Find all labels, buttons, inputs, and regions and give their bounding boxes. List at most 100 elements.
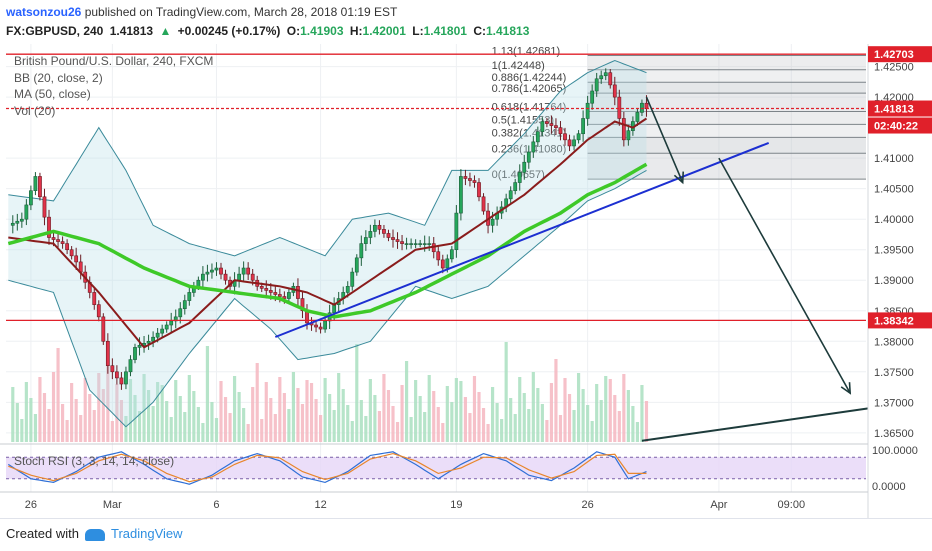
candle-body[interactable] [96, 304, 101, 318]
candle-body[interactable] [522, 161, 527, 173]
candle-body[interactable] [463, 176, 468, 179]
candle-body[interactable] [47, 216, 51, 238]
candle-body[interactable] [24, 204, 29, 220]
candle-body[interactable] [287, 292, 291, 299]
candle-body[interactable] [214, 267, 219, 271]
candle-body[interactable] [391, 237, 395, 240]
candle-body[interactable] [386, 233, 391, 238]
candle-body[interactable] [449, 249, 454, 260]
candle-body[interactable] [590, 90, 595, 104]
projection-arrow[interactable] [645, 96, 684, 183]
candle-body[interactable] [409, 243, 413, 245]
candle-body[interactable] [440, 259, 445, 269]
candle-body[interactable] [540, 121, 545, 132]
candle-body[interactable] [345, 286, 350, 293]
candle-body[interactable] [535, 131, 540, 143]
candle-body[interactable] [201, 273, 205, 281]
candle-body[interactable] [490, 218, 495, 226]
candle-body[interactable] [155, 332, 160, 338]
candle-body[interactable] [133, 347, 137, 360]
candle-body[interactable] [241, 267, 246, 275]
tradingview-logo[interactable]: TradingView [85, 526, 183, 541]
candle-body[interactable] [468, 178, 472, 181]
candle-body[interactable] [169, 320, 174, 326]
candle-body[interactable] [635, 112, 640, 122]
candle-body[interactable] [296, 286, 300, 299]
candle-body[interactable] [545, 121, 549, 124]
candle-body[interactable] [69, 249, 74, 257]
candle-body[interactable] [594, 78, 599, 92]
candle-body[interactable] [567, 139, 572, 147]
candle-body[interactable] [572, 139, 576, 147]
projection-arrow[interactable] [718, 157, 851, 394]
candle-body[interactable] [246, 267, 251, 275]
candle-body[interactable] [359, 243, 364, 259]
candle-body[interactable] [459, 176, 463, 214]
candle-body[interactable] [554, 125, 558, 128]
candle-body[interactable] [187, 292, 192, 301]
legend-vol[interactable]: Vol (20) [14, 104, 56, 118]
candle-body[interactable] [160, 328, 165, 334]
candle-body[interactable] [115, 371, 119, 379]
candle-body[interactable] [210, 269, 214, 273]
candle-body[interactable] [42, 196, 47, 218]
candle-body[interactable] [404, 243, 409, 245]
candle-body[interactable] [259, 286, 264, 289]
candle-body[interactable] [273, 292, 278, 295]
candle-body[interactable] [151, 336, 155, 342]
candle-body[interactable] [15, 220, 20, 224]
candle-body[interactable] [282, 296, 287, 299]
candle-body[interactable] [60, 241, 65, 244]
candle-body[interactable] [323, 320, 327, 330]
candle-body[interactable] [182, 300, 187, 310]
username-link[interactable]: watsonzou26 [6, 5, 82, 19]
candle-body[interactable] [422, 243, 427, 245]
candle-body[interactable] [617, 96, 622, 119]
candle-body[interactable] [581, 118, 585, 135]
candle-body[interactable] [603, 72, 608, 77]
candle-body[interactable] [549, 123, 554, 126]
candle-body[interactable] [558, 127, 563, 135]
candle-body[interactable] [612, 84, 617, 98]
candle-body[interactable] [354, 257, 359, 273]
candle-body[interactable] [56, 239, 60, 242]
candle-body[interactable] [314, 324, 318, 328]
candle-body[interactable] [454, 212, 459, 251]
symbol-interval[interactable]: FX:GBPUSD, 240 [6, 24, 104, 38]
legend-stoch-rsi[interactable]: Stoch RSI (3, 3, 14, 14, close) [14, 454, 175, 468]
trendline[interactable] [274, 141, 770, 338]
candle-body[interactable] [400, 241, 404, 244]
candle-body[interactable] [508, 190, 513, 200]
candle-body[interactable] [92, 292, 97, 305]
candle-body[interactable] [368, 231, 373, 238]
candle-body[interactable] [277, 294, 282, 297]
candle-body[interactable] [585, 102, 590, 119]
candle-body[interactable] [481, 196, 486, 212]
candle-body[interactable] [576, 133, 581, 141]
candle-body[interactable] [300, 298, 305, 312]
candle-body[interactable] [350, 271, 355, 287]
chart-canvas[interactable]: 1.13(1.42681) 1(1.42448)0.886(1.42244)0.7… [0, 44, 932, 518]
candle-body[interactable] [599, 75, 604, 80]
candle-body[interactable] [472, 180, 477, 183]
candle-body[interactable] [205, 271, 210, 275]
candle-body[interactable] [223, 273, 228, 281]
candle-body[interactable] [436, 251, 441, 261]
candle-body[interactable] [318, 326, 323, 330]
candle-body[interactable] [608, 72, 613, 86]
candle-body[interactable] [119, 377, 124, 385]
candle-body[interactable] [105, 340, 110, 366]
candle-body[interactable] [33, 176, 38, 192]
legend-title[interactable]: British Pound/U.S. Dollar, 240, FXCM [14, 54, 214, 68]
candle-body[interactable] [10, 222, 15, 226]
candle-body[interactable] [526, 151, 531, 163]
legend-ma[interactable]: MA (50, close) [14, 87, 91, 101]
legend-bb[interactable]: BB (20, close, 2) [14, 71, 103, 85]
candle-body[interactable] [38, 176, 42, 198]
candle-body[interactable] [65, 243, 69, 251]
candle-body[interactable] [74, 255, 79, 263]
trendline[interactable] [641, 407, 869, 442]
candle-body[interactable] [332, 304, 337, 314]
candle-body[interactable] [418, 243, 423, 245]
candle-body[interactable] [626, 130, 631, 141]
